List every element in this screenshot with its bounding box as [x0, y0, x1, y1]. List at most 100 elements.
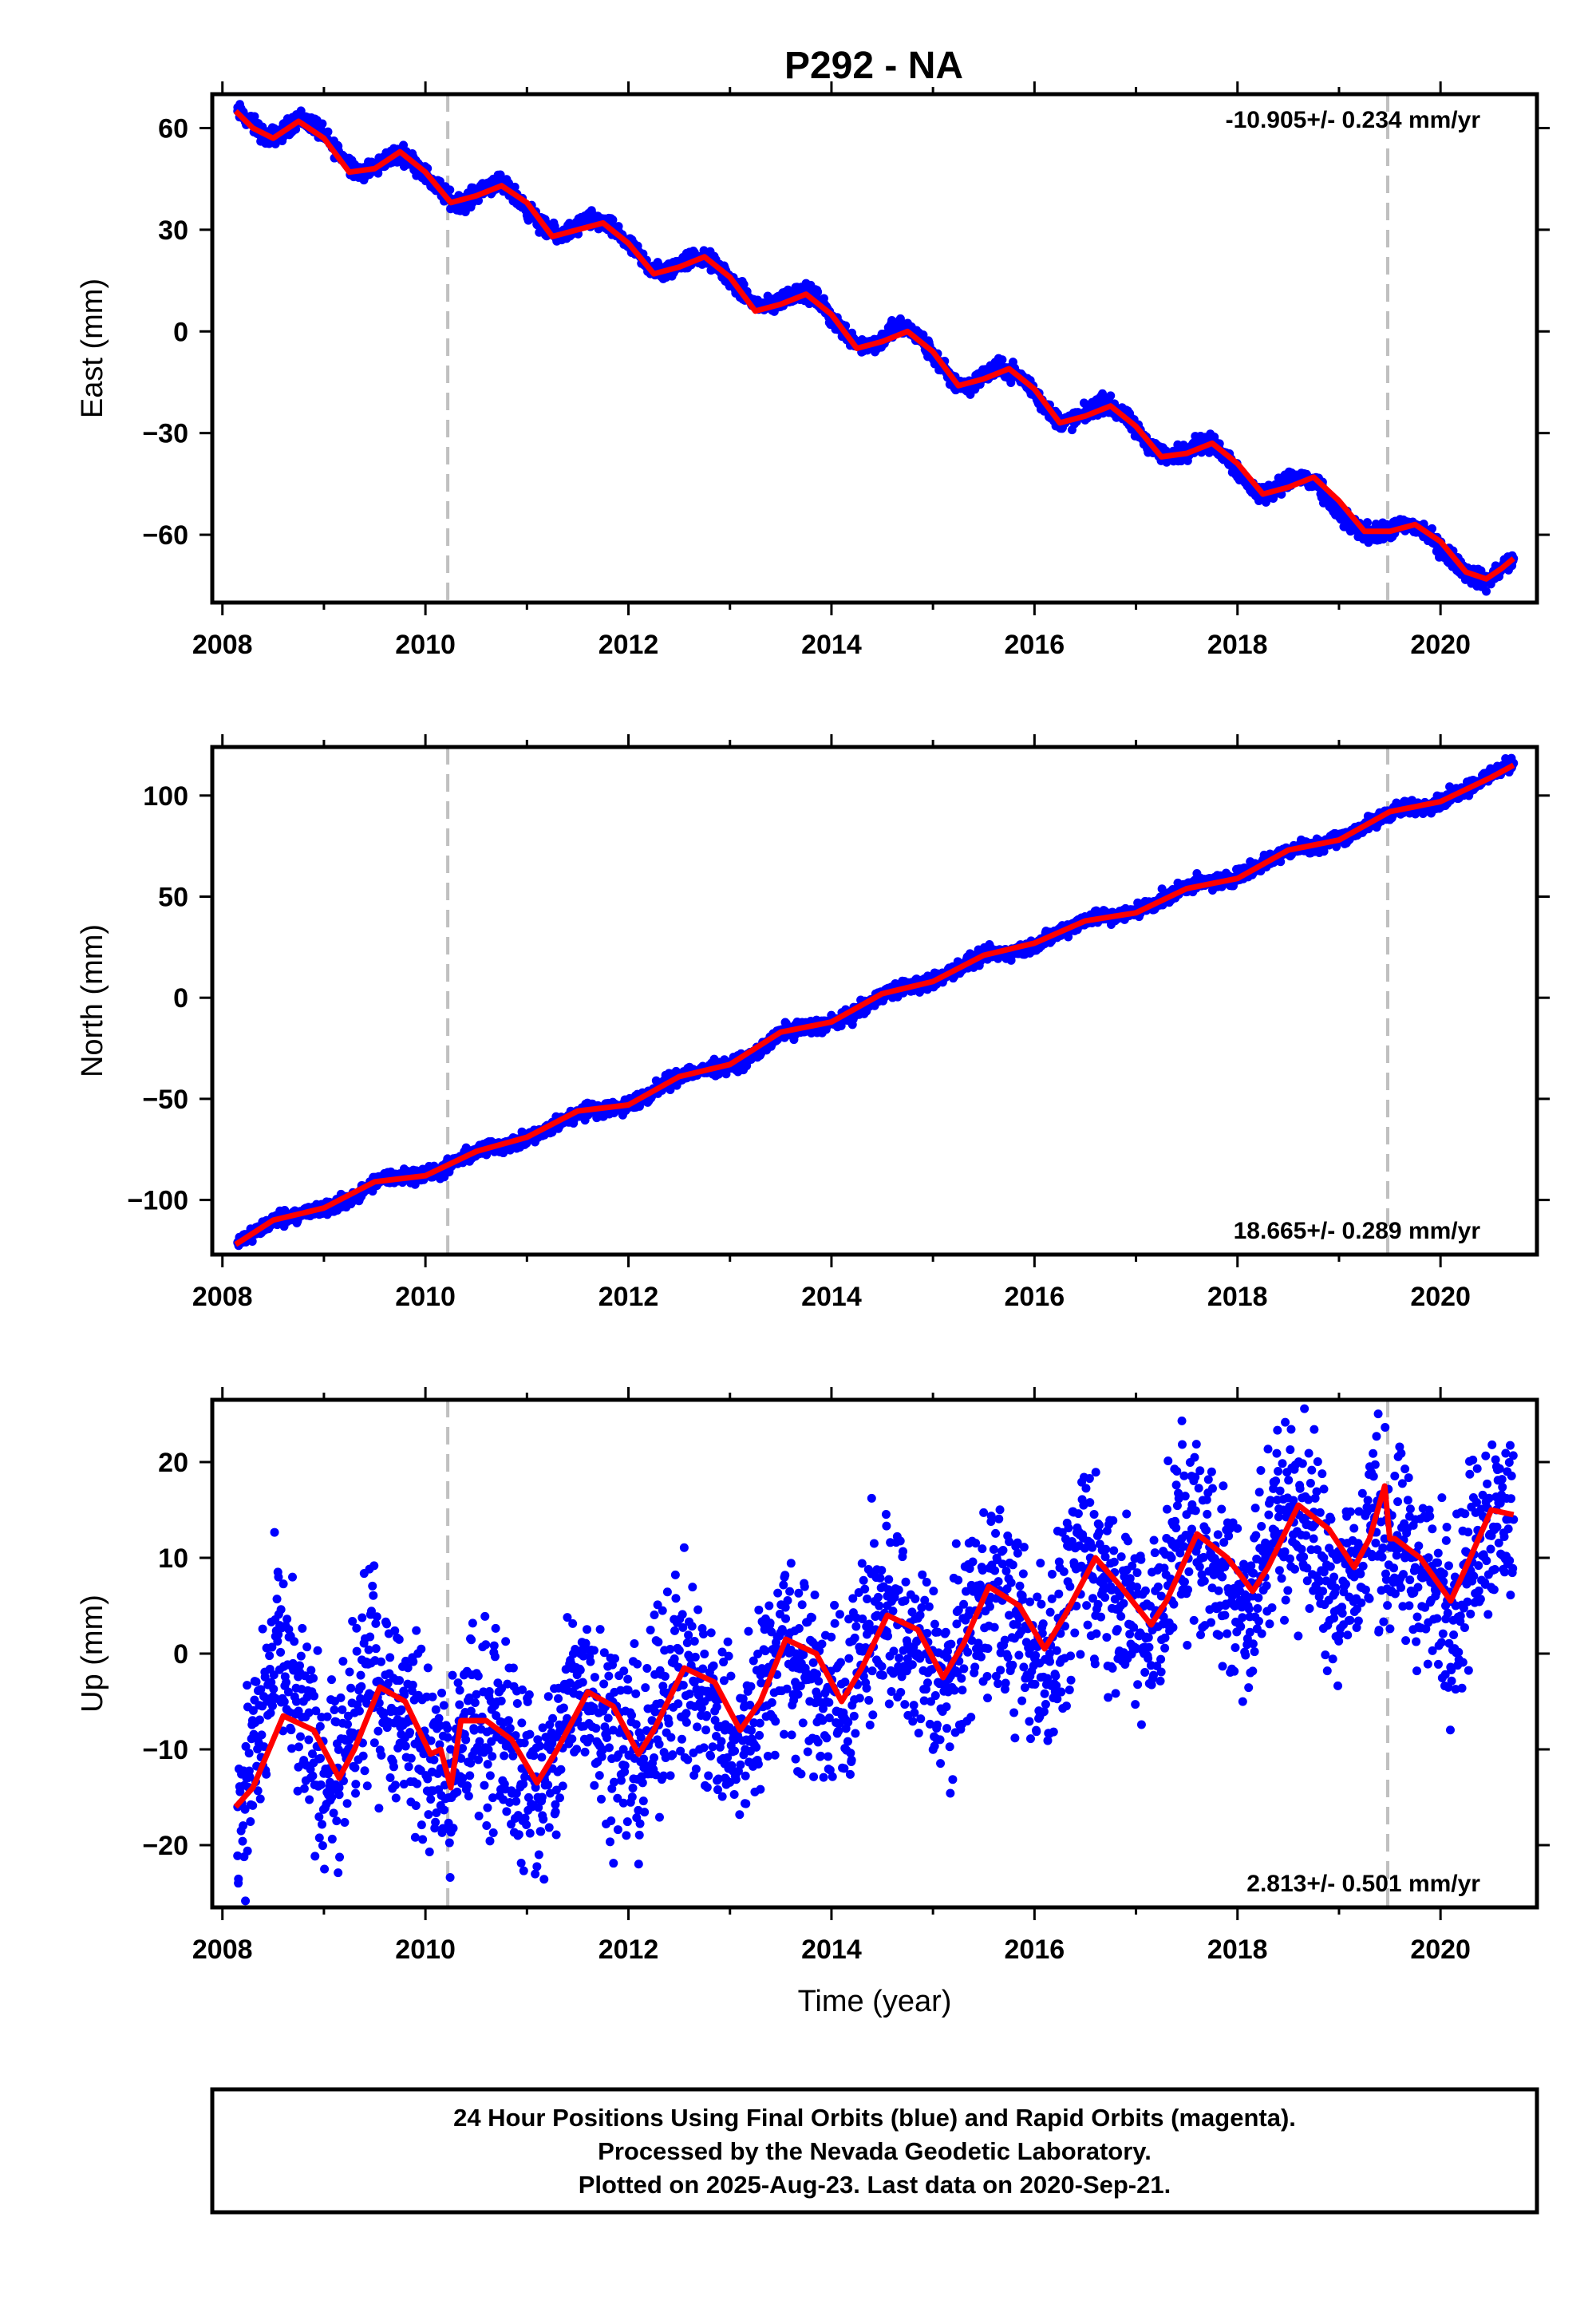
data-point	[293, 1786, 302, 1796]
data-point	[286, 1725, 296, 1735]
data-point	[298, 1623, 307, 1633]
data-point	[309, 1674, 318, 1683]
data-point	[1362, 518, 1372, 528]
data-point	[279, 1697, 289, 1706]
data-point	[269, 1670, 279, 1680]
data-point	[1156, 1591, 1166, 1601]
data-point	[253, 1786, 263, 1796]
data-point	[315, 1753, 325, 1763]
data-point	[813, 287, 823, 297]
plot-frame	[210, 92, 1539, 605]
data-point	[296, 1732, 306, 1741]
data-point	[248, 1705, 258, 1715]
data-point	[255, 1715, 264, 1725]
data-point	[257, 1730, 267, 1740]
data-point	[322, 1712, 332, 1721]
y-tick-label: 50	[158, 883, 188, 913]
data-point	[258, 1624, 267, 1634]
data-point	[279, 1579, 288, 1589]
x-tick-label: 2008	[192, 630, 253, 660]
data-point	[241, 1896, 251, 1906]
data-point	[307, 1749, 317, 1759]
panel-up: 2008 2010 2012 2014 2016 2018 202020100−10−20U…	[76, 1387, 1550, 2018]
y-tick-label: −50	[142, 1085, 188, 1115]
y-tick-label: 0	[173, 317, 188, 347]
data-point	[276, 1647, 286, 1657]
data-point	[1106, 391, 1116, 401]
rate-annotation: -10.905+/- 0.234 mm/yr	[1226, 107, 1481, 133]
data-point	[1481, 587, 1491, 596]
data-point	[245, 1772, 255, 1781]
plot-area	[233, 1404, 1519, 1906]
data-point	[268, 1701, 278, 1711]
data-point	[304, 1735, 314, 1745]
y-tick-label: −60	[142, 520, 188, 551]
data-point	[282, 1678, 291, 1687]
data-point	[276, 1605, 286, 1614]
data-point	[272, 1595, 282, 1604]
model-fit-line	[234, 762, 1515, 1247]
x-tick-label: 2020	[1410, 1282, 1471, 1312]
x-tick-label: 2014	[801, 630, 862, 660]
plot-frame	[210, 745, 1539, 1257]
data-point	[608, 215, 618, 224]
data-point	[273, 1637, 282, 1646]
x-tick-label: 2020	[1410, 630, 1471, 660]
data-point	[1005, 1611, 1014, 1620]
data-point	[327, 1834, 337, 1844]
data-point	[318, 1820, 327, 1829]
panel-east: 2008 2010 2012 2014 2016 2018 202060300−30−60E…	[76, 81, 1550, 660]
figure-title: P292 - NA	[784, 45, 963, 87]
plot-area	[233, 753, 1519, 1251]
data-point	[244, 1749, 254, 1758]
data-point	[267, 1678, 276, 1687]
data-point	[287, 1744, 297, 1753]
data-point	[918, 330, 928, 340]
data-point	[274, 1572, 283, 1582]
data-point	[299, 1784, 309, 1793]
y-axis-title: North (mm)	[76, 924, 109, 1077]
data-point	[251, 1677, 261, 1686]
data-point	[266, 1708, 275, 1717]
data-point	[763, 291, 772, 301]
y-tick-label: 100	[143, 781, 188, 812]
x-tick-label: 2016	[1005, 630, 1065, 660]
data-point	[329, 1808, 338, 1818]
data-point	[259, 1742, 269, 1752]
data-point	[269, 1684, 279, 1694]
data-point	[262, 1769, 271, 1779]
y-tick-label: −30	[142, 419, 188, 449]
data-point	[666, 1085, 675, 1095]
model-fit-line	[233, 109, 1515, 582]
data-point	[234, 1874, 243, 1883]
data-point	[270, 1528, 279, 1537]
x-tick-label: 2010	[395, 630, 456, 660]
data-point	[320, 1864, 330, 1874]
data-point	[241, 1741, 251, 1751]
rate-annotation: 18.665+/- 0.289 mm/yr	[1234, 1218, 1481, 1244]
data-point	[327, 1675, 337, 1685]
data-point	[510, 182, 519, 192]
x-tick-label: 2014	[801, 1282, 862, 1312]
data-point	[243, 1681, 252, 1690]
data-point	[315, 1721, 325, 1731]
data-point	[249, 1729, 259, 1739]
y-axis-title: East (mm)	[76, 279, 109, 418]
data-point	[1428, 524, 1437, 533]
data-point	[318, 1841, 327, 1851]
data-point	[304, 1708, 314, 1717]
data-point	[313, 1646, 322, 1655]
data-point	[294, 1742, 303, 1752]
data-point	[445, 185, 455, 195]
data-point	[288, 1572, 298, 1582]
x-tick-label: 2008	[192, 1282, 253, 1312]
data-point	[1309, 1534, 1318, 1543]
panel-north: 2008 2010 2012 2014 2016 2018 2020100500−50−10…	[76, 734, 1550, 1312]
data-point	[291, 1697, 301, 1706]
data-point	[246, 1816, 255, 1826]
x-tick-label: 2018	[1207, 630, 1268, 660]
data-point	[243, 1846, 252, 1856]
data-point	[1319, 847, 1329, 856]
data-point	[238, 1836, 247, 1846]
